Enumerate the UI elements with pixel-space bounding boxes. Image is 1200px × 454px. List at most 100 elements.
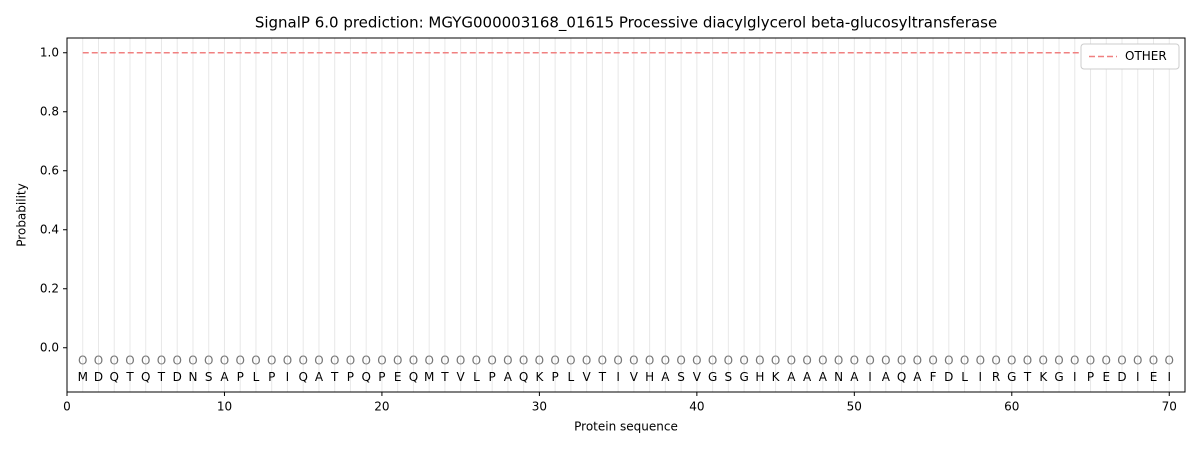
residue-letter: R xyxy=(992,370,1000,384)
predicted-label: O xyxy=(110,354,119,368)
predicted-label: O xyxy=(566,354,575,368)
y-tick-label: 0.8 xyxy=(40,104,59,118)
x-tick-label: 40 xyxy=(689,400,704,414)
residue-letter: V xyxy=(583,370,592,384)
predicted-label: O xyxy=(172,354,181,368)
predicted-label: O xyxy=(724,354,733,368)
predicted-label: O xyxy=(393,354,402,368)
legend-box xyxy=(1080,43,1180,70)
predicted-label: O xyxy=(645,354,654,368)
predicted-label: O xyxy=(834,354,843,368)
x-tick-label: 50 xyxy=(847,400,862,414)
predicted-label: O xyxy=(251,354,260,368)
residue-letter: A xyxy=(787,370,796,384)
x-tick-label: 20 xyxy=(374,400,389,414)
predicted-label: O xyxy=(456,354,465,368)
predicted-label: O xyxy=(298,354,307,368)
residue-letter: A xyxy=(504,370,513,384)
residue-letter: T xyxy=(1023,370,1032,384)
residue-letter: P xyxy=(347,370,354,384)
residue-letter: M xyxy=(424,370,434,384)
residue-letter: D xyxy=(1117,370,1126,384)
residue-letter: T xyxy=(598,370,607,384)
residue-letter: D xyxy=(173,370,182,384)
predicted-label: O xyxy=(409,354,418,368)
predicted-label: O xyxy=(913,354,922,368)
residue-letter: T xyxy=(330,370,339,384)
residue-letter: S xyxy=(725,370,733,384)
residue-letter: P xyxy=(1087,370,1094,384)
predicted-label: O xyxy=(865,354,874,368)
predicted-label: O xyxy=(346,354,355,368)
predicted-label: O xyxy=(1133,354,1142,368)
x-tick-label: 10 xyxy=(217,400,232,414)
residue-letter: D xyxy=(944,370,953,384)
predicted-label: O xyxy=(960,354,969,368)
predicted-label: O xyxy=(1086,354,1095,368)
predicted-label: O xyxy=(204,354,213,368)
residue-letter: P xyxy=(268,370,275,384)
predicted-label: O xyxy=(314,354,323,368)
predicted-label: O xyxy=(487,354,496,368)
predicted-label: O xyxy=(503,354,512,368)
predicted-label: O xyxy=(976,354,985,368)
predicted-label: O xyxy=(802,354,811,368)
predicted-label: O xyxy=(708,354,717,368)
residue-letter: E xyxy=(394,370,402,384)
residue-letter: L xyxy=(473,370,480,384)
predicted-label: O xyxy=(550,354,559,368)
predicted-label: O xyxy=(267,354,276,368)
predicted-label: O xyxy=(991,354,1000,368)
residue-letter: I xyxy=(616,370,620,384)
plot-frame xyxy=(66,37,1186,393)
x-tick-label: 0 xyxy=(63,400,71,414)
residue-letter: E xyxy=(1150,370,1158,384)
predicted-label: O xyxy=(157,354,166,368)
residue-letter: N xyxy=(834,370,843,384)
residue-letter: V xyxy=(457,370,466,384)
residue-letter: I xyxy=(1167,370,1171,384)
residue-letter: S xyxy=(677,370,685,384)
residue-letter: A xyxy=(913,370,922,384)
residue-letter: K xyxy=(1039,370,1048,384)
predicted-label: O xyxy=(141,354,150,368)
residue-letter: Q xyxy=(298,370,307,384)
residue-letter: T xyxy=(440,370,449,384)
predicted-label: O xyxy=(613,354,622,368)
residue-letter: Q xyxy=(361,370,370,384)
predicted-label: O xyxy=(94,354,103,368)
predicted-label: O xyxy=(1039,354,1048,368)
predicted-label: O xyxy=(629,354,638,368)
residue-letter: I xyxy=(979,370,983,384)
predicted-label: O xyxy=(881,354,890,368)
residue-letter: V xyxy=(693,370,702,384)
predicted-label: O xyxy=(1149,354,1158,368)
predicted-label: O xyxy=(850,354,859,368)
residue-letter: M xyxy=(78,370,88,384)
residue-letter: G xyxy=(1007,370,1016,384)
residue-letter: S xyxy=(205,370,213,384)
residue-letter: P xyxy=(489,370,496,384)
residue-letter: L xyxy=(568,370,575,384)
residue-letter: Q xyxy=(897,370,906,384)
residue-letter: H xyxy=(645,370,654,384)
predicted-label: O xyxy=(598,354,607,368)
residue-letter: A xyxy=(220,370,229,384)
residue-letter: P xyxy=(552,370,559,384)
residue-letter: A xyxy=(661,370,670,384)
residue-letter: D xyxy=(94,370,103,384)
predicted-label: O xyxy=(472,354,481,368)
residue-letter: F xyxy=(930,370,937,384)
x-tick-label: 60 xyxy=(1004,400,1019,414)
predicted-label: O xyxy=(188,354,197,368)
predicted-label: O xyxy=(676,354,685,368)
predicted-label: O xyxy=(1117,354,1126,368)
predicted-label: O xyxy=(928,354,937,368)
residue-letter: A xyxy=(803,370,812,384)
predicted-label: O xyxy=(361,354,370,368)
x-tick-label: 70 xyxy=(1162,400,1177,414)
predicted-label: O xyxy=(1102,354,1111,368)
residue-letter: G xyxy=(708,370,717,384)
y-tick-label: 0.4 xyxy=(40,222,59,236)
